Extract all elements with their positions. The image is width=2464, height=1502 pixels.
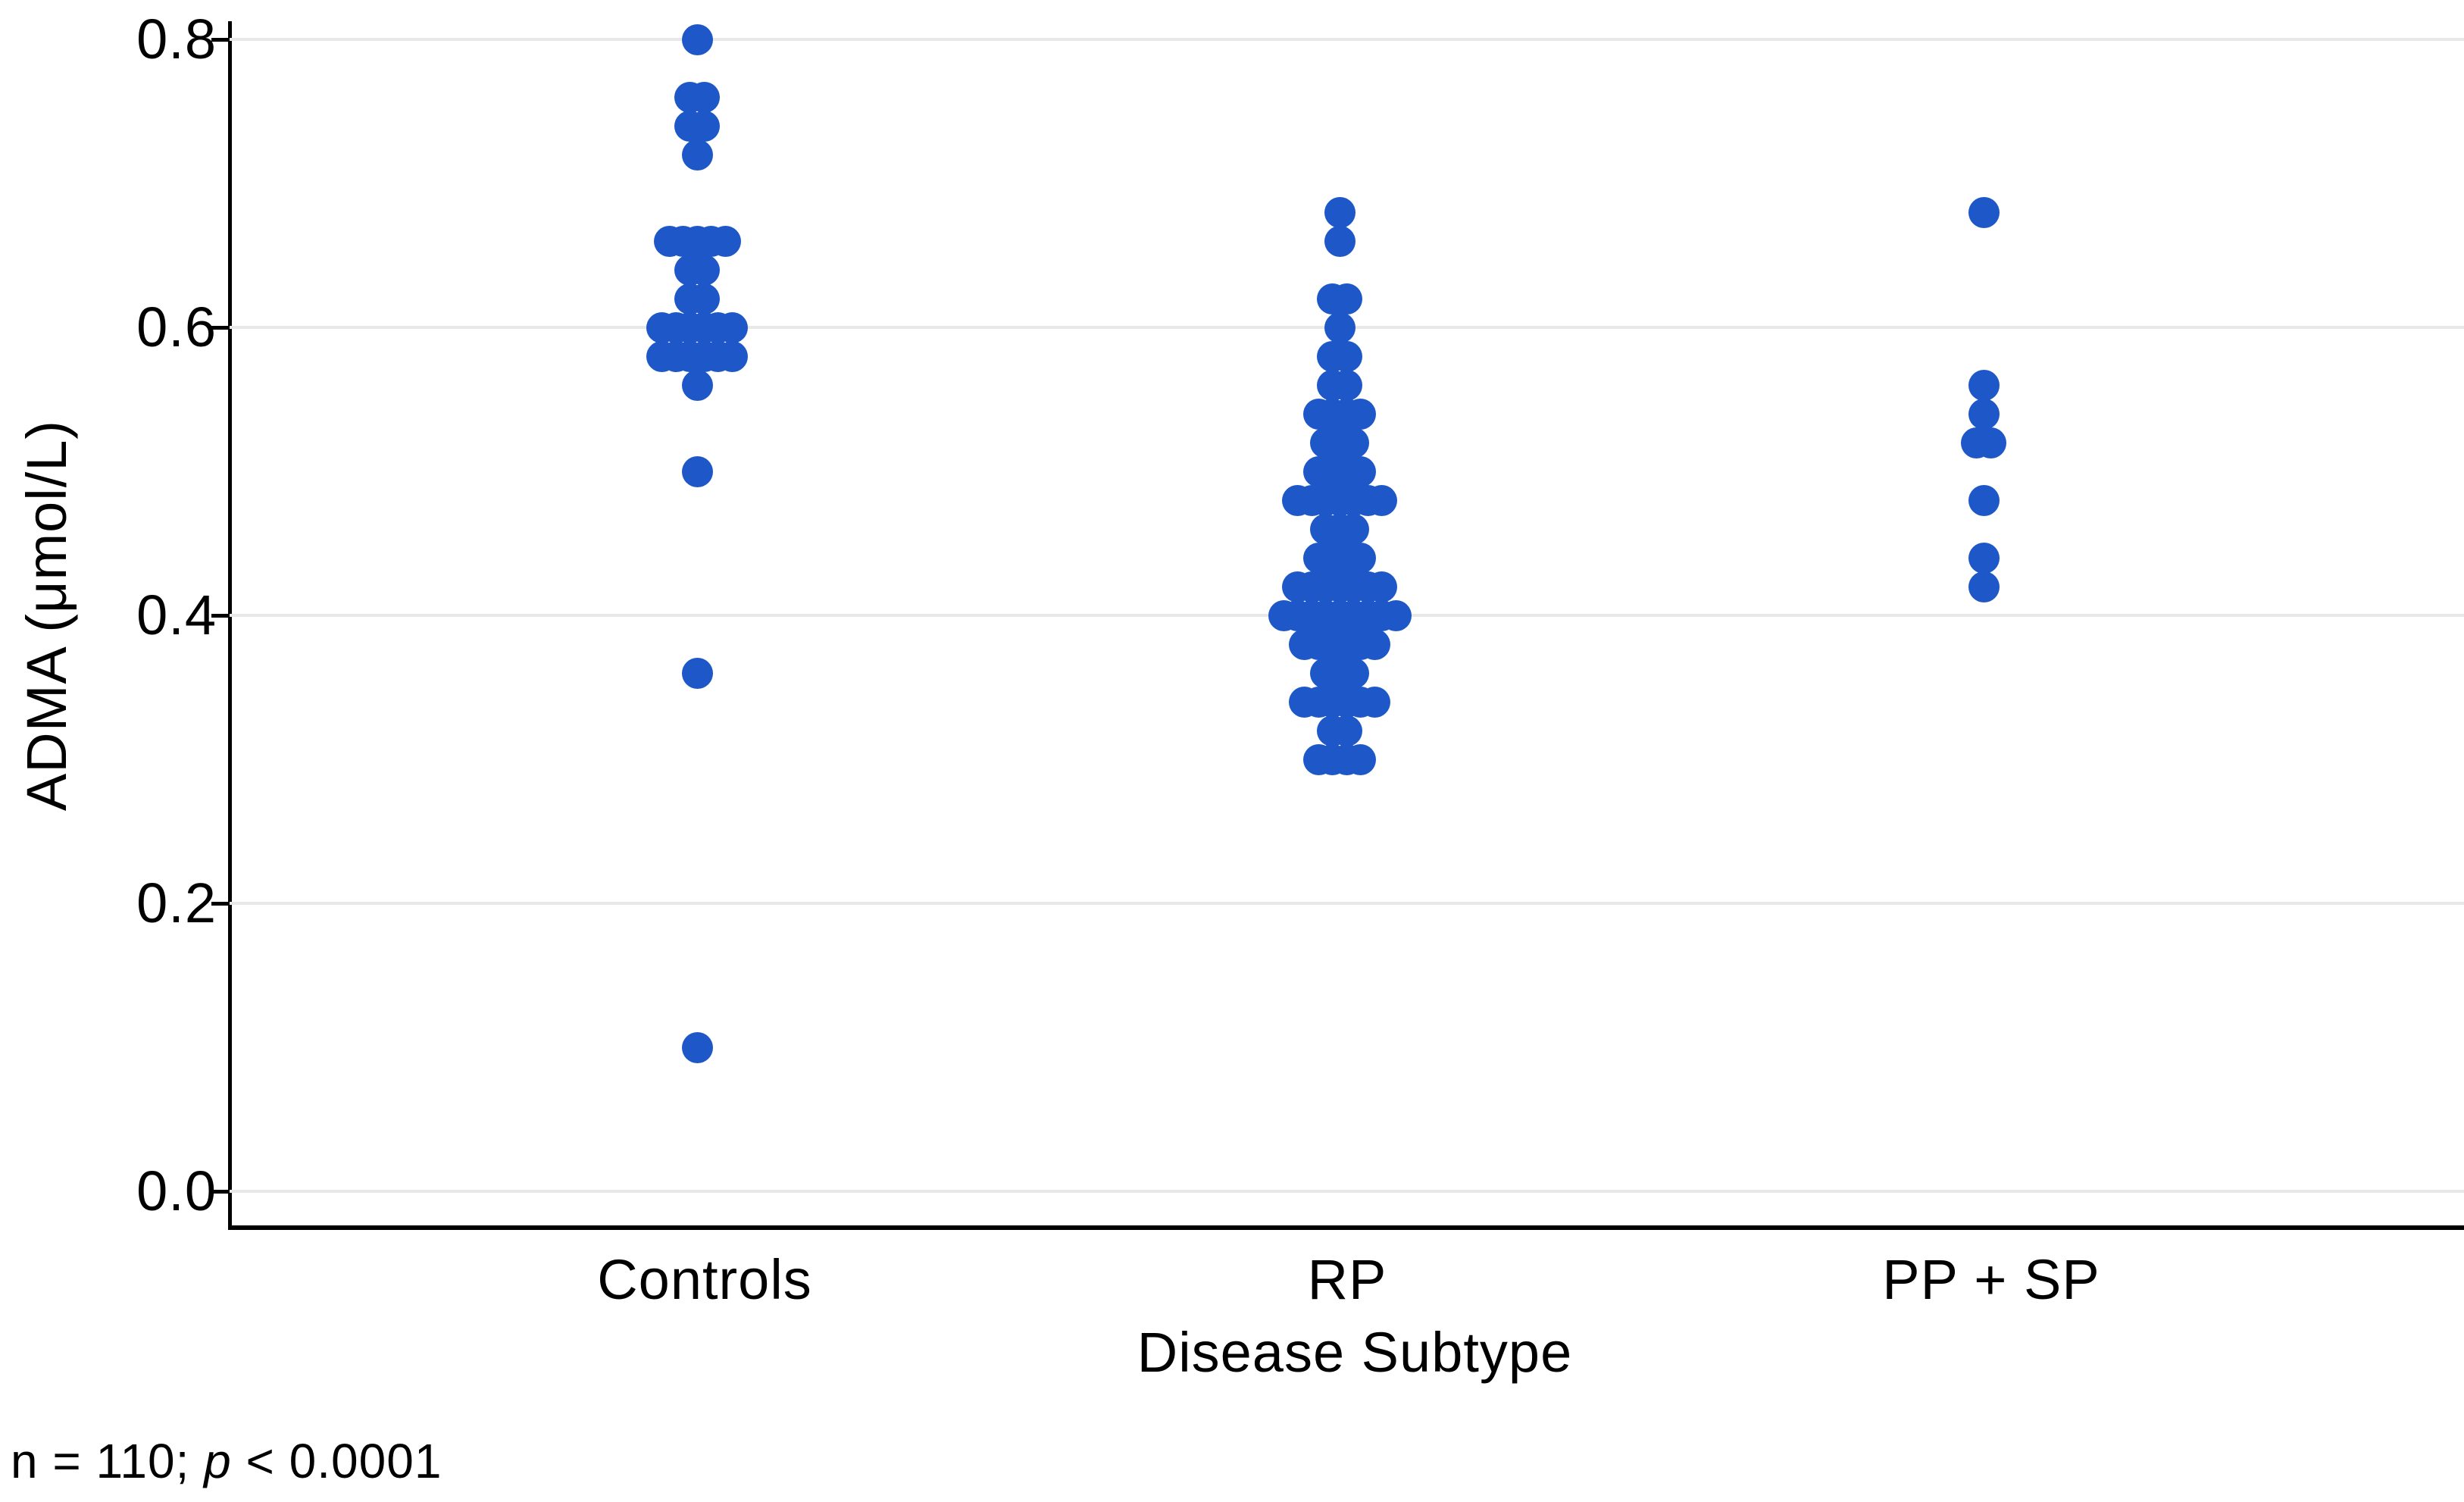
x-axis-line — [228, 1225, 2464, 1230]
footnote-n: n = 110; — [11, 1434, 205, 1488]
x-category-label: RP — [1307, 1248, 1387, 1311]
data-point — [681, 455, 713, 487]
data-point — [1968, 398, 2000, 430]
y-axis-spine — [228, 21, 232, 1230]
sample-size-pvalue-note: n = 110; p < 0.0001 — [11, 1437, 442, 1485]
data-point — [1324, 225, 1356, 257]
data-point — [1968, 369, 2000, 401]
data-point — [1345, 398, 1377, 430]
data-point — [1968, 542, 2000, 574]
y-tick-mark — [211, 37, 230, 42]
y-tick-mark — [211, 901, 230, 906]
data-point — [1345, 542, 1377, 574]
data-point — [1975, 427, 2006, 458]
data-point — [681, 139, 713, 171]
data-point — [1968, 196, 2000, 228]
y-gridline — [230, 902, 2464, 905]
x-category-label: PP + SP — [1882, 1248, 2100, 1311]
data-point — [1345, 743, 1377, 775]
data-point — [688, 81, 720, 113]
x-axis-title: Disease Subtype — [1137, 1321, 1573, 1384]
data-point — [681, 369, 713, 401]
data-point — [688, 254, 720, 286]
y-tick-mark — [211, 1189, 230, 1194]
data-point — [681, 1031, 713, 1063]
data-point — [681, 657, 713, 689]
data-point — [1968, 571, 2000, 602]
data-point — [1324, 196, 1356, 228]
data-point — [681, 23, 713, 55]
data-point — [716, 311, 748, 343]
data-point — [1330, 340, 1362, 372]
y-tick-label: 0.8 — [136, 8, 217, 70]
data-point — [688, 110, 720, 142]
data-point — [1338, 513, 1369, 545]
footnote-p-symbol: p — [204, 1434, 232, 1488]
data-point — [1359, 628, 1390, 660]
y-tick-label: 0.0 — [136, 1159, 217, 1222]
data-point — [1338, 427, 1369, 458]
y-gridline — [230, 1190, 2464, 1193]
data-point — [1330, 369, 1362, 401]
y-tick-label: 0.2 — [136, 871, 217, 934]
data-point — [1359, 686, 1390, 718]
data-point — [1366, 571, 1397, 602]
y-tick-mark — [211, 325, 230, 330]
footnote-p-value: < 0.0001 — [231, 1434, 442, 1488]
data-point — [688, 283, 720, 314]
data-point — [1968, 484, 2000, 516]
y-tick-label: 0.6 — [136, 296, 217, 358]
data-point — [709, 225, 741, 257]
data-point — [1366, 484, 1397, 516]
data-point — [1380, 599, 1412, 631]
x-category-label: Controls — [597, 1248, 812, 1311]
y-tick-mark — [211, 613, 230, 618]
y-gridline — [230, 38, 2464, 41]
data-point — [716, 340, 748, 372]
data-point — [1330, 283, 1362, 314]
data-point — [1330, 715, 1362, 746]
y-tick-label: 0.4 — [136, 584, 217, 646]
data-point — [1338, 657, 1369, 689]
data-point — [1324, 311, 1356, 343]
data-point — [1345, 455, 1377, 487]
